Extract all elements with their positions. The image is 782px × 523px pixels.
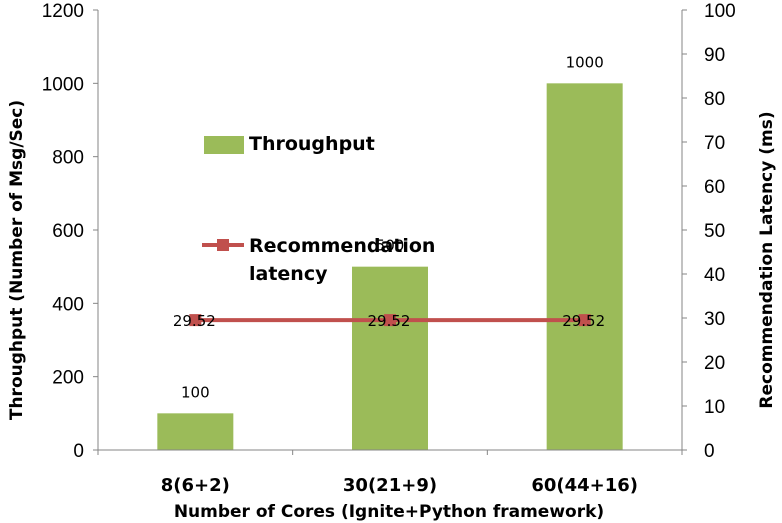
- plot-area: 0 200 400 600 800 1000 1200 0 10 20 30 40 50 60 70 80 90…: [42, 1, 736, 496]
- y-tick-label-4: 800: [52, 148, 84, 169]
- bar-0: [157, 413, 234, 450]
- y2-tick-label-7: 70: [704, 133, 725, 154]
- legend-marker-latency: [217, 239, 229, 251]
- y2-tick-label-5: 50: [704, 221, 725, 242]
- y2-tick-label-9: 90: [704, 45, 725, 66]
- legend-label-throughput: Throughput: [249, 133, 375, 155]
- y-tick-label-3: 600: [52, 221, 84, 242]
- x-tick-label-0: 8(6+2): [161, 475, 230, 496]
- y-tick-label-2: 400: [52, 294, 84, 315]
- bar-data-label-2: 1000: [566, 53, 604, 71]
- y2-tick-label-3: 30: [704, 309, 725, 330]
- y-tick-label-1: 200: [52, 368, 84, 389]
- latency-point-2: [578, 314, 591, 327]
- y2-axis-title: Recommendation Latency (ms): [757, 111, 777, 408]
- y-tick-label-0: 0: [73, 441, 84, 462]
- y2-tick-label-2: 20: [704, 353, 725, 374]
- latency-data-label-0: 29.52: [173, 312, 216, 330]
- x-axis-title: Number of Cores (Ignite+Python framework…: [174, 502, 604, 522]
- bar-data-label-1: 500: [376, 237, 405, 255]
- legend-swatch-throughput: [204, 136, 244, 154]
- latency-data-label-2: 29.52: [562, 312, 605, 330]
- bar-2: [546, 83, 623, 450]
- y2-tick-label-0: 0: [704, 441, 715, 462]
- y2-tick-label-10: 100: [704, 1, 736, 22]
- bar-data-label-0: 100: [181, 383, 210, 401]
- y2-tick-label-6: 60: [704, 177, 725, 198]
- latency-point-0: [189, 314, 202, 327]
- y-axis-title: Throughput (Number of Msg/Sec): [7, 100, 27, 420]
- legend-label-latency-line2: latency: [249, 263, 328, 285]
- x-tick-label-1: 30(21+9): [343, 475, 437, 496]
- y2-tick-label-1: 10: [704, 397, 725, 418]
- latency-data-label-1: 29.52: [368, 312, 411, 330]
- latency-point-1: [384, 314, 396, 327]
- y-tick-label-5: 1000: [42, 74, 84, 95]
- y2-tick-label-8: 80: [704, 89, 725, 110]
- legend: Throughput Recommendation latency: [202, 133, 435, 285]
- bar-1: [352, 266, 428, 450]
- x-tick-label-2: 60(44+16): [531, 475, 638, 496]
- y2-tick-label-4: 40: [704, 265, 725, 286]
- y-tick-label-6: 1200: [42, 1, 84, 22]
- legend-label-latency-line1: Recommendation: [249, 235, 435, 257]
